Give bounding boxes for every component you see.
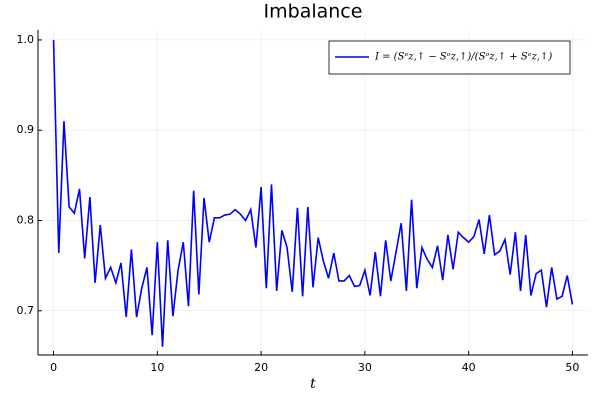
data-line [52, 39, 574, 347]
x-tick-label: 40 [462, 361, 476, 374]
x-tick-label: 20 [254, 361, 268, 374]
y-tick-label: 0.9 [17, 123, 35, 136]
x-axis-label: t [310, 376, 316, 392]
y-tick-label: 1.0 [17, 33, 35, 46]
legend-label: I = (Sᵉz,↑ − Sᵒz,↑)/(Sᵒz,↑ + Sᵉz,↑) [374, 52, 552, 63]
x-tick-label: 0 [50, 361, 57, 374]
legend-box [328, 40, 571, 75]
y-tick-label: 0.8 [17, 213, 35, 226]
x-tick-label: 30 [358, 361, 372, 374]
y-tick-label: 0.7 [17, 304, 35, 317]
x-tick-label: 10 [150, 361, 164, 374]
x-tick-label: 50 [565, 361, 579, 374]
chart-title: Imbalance [264, 1, 363, 23]
